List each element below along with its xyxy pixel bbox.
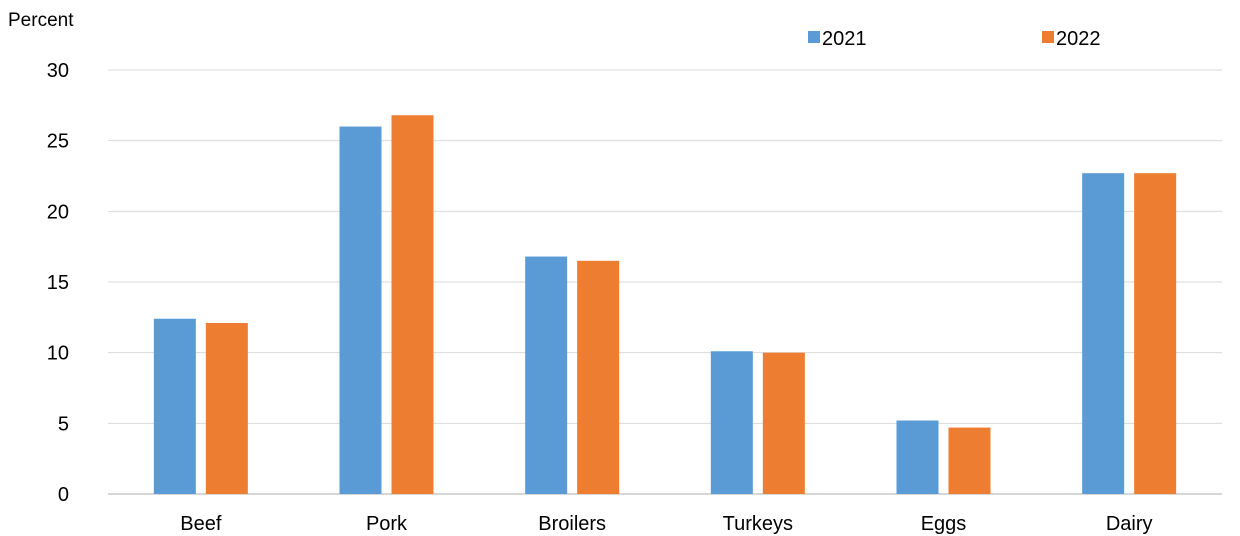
x-category-label: Eggs bbox=[921, 513, 967, 535]
bar-2022-eggs bbox=[948, 427, 991, 494]
gridlines bbox=[108, 69, 1222, 495]
legend-label-2021: 2021 bbox=[822, 28, 867, 50]
bar-2021-pork bbox=[339, 126, 382, 495]
y-tick-label: 0 bbox=[58, 484, 69, 506]
legend: 2021 2022 bbox=[808, 28, 1101, 50]
bar-2021-dairy bbox=[1082, 173, 1125, 494]
bar-2021-turkeys bbox=[710, 351, 753, 494]
bar-2022-beef bbox=[205, 322, 248, 494]
y-tick-label: 25 bbox=[47, 131, 69, 153]
y-tick-label: 15 bbox=[47, 272, 69, 294]
y-tick-label: 30 bbox=[47, 60, 69, 82]
bar-2022-dairy bbox=[1134, 173, 1177, 494]
x-category-label: Beef bbox=[180, 513, 222, 535]
legend-label-2022: 2022 bbox=[1056, 28, 1101, 50]
x-category-label: Pork bbox=[366, 513, 408, 535]
bars bbox=[153, 115, 1177, 495]
x-category-label: Dairy bbox=[1106, 513, 1153, 535]
y-tick-label: 10 bbox=[47, 343, 69, 365]
y-tick-label: 20 bbox=[47, 201, 69, 223]
bar-2021-eggs bbox=[896, 420, 939, 494]
bar-2022-pork bbox=[391, 115, 434, 494]
x-category-label: Broilers bbox=[538, 513, 606, 535]
y-axis-label: Percent bbox=[8, 10, 74, 31]
legend-swatch-2021 bbox=[808, 31, 820, 43]
x-axis-categories: Beef Pork Broilers Turkeys Eggs Dairy bbox=[180, 513, 1152, 535]
y-tick-label: 5 bbox=[58, 413, 69, 435]
bar-2021-broilers bbox=[525, 256, 568, 494]
bar-2022-broilers bbox=[577, 260, 620, 494]
y-axis-ticks: 0 5 10 15 20 25 30 bbox=[47, 60, 69, 506]
x-category-label: Turkeys bbox=[723, 513, 793, 535]
legend-swatch-2022 bbox=[1042, 31, 1054, 43]
bar-2022-turkeys bbox=[762, 352, 805, 494]
bar-2021-beef bbox=[153, 318, 196, 494]
